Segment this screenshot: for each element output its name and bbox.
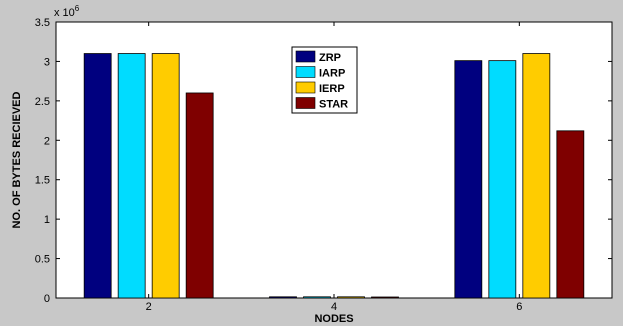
x-tick-label: 4	[331, 301, 337, 313]
bar-iarp-nodes-6	[488, 60, 517, 299]
bar-zrp-nodes-4	[269, 296, 297, 299]
legend-label-iarp: IARP	[319, 68, 345, 80]
bar-iarp-nodes-2	[117, 53, 146, 299]
legend-label-ierp: IERP	[319, 83, 345, 95]
bar-ierp-nodes-4	[337, 296, 365, 299]
y-multiplier-base: x 10	[54, 7, 75, 19]
x-axis-title: NODES	[314, 313, 353, 325]
y-tick-label: 0.5	[35, 254, 50, 266]
legend-label-star: STAR	[319, 99, 348, 111]
legend-swatch-iarp	[295, 66, 316, 78]
bar-zrp-nodes-2	[83, 53, 112, 299]
y-tick-label: 2	[44, 135, 50, 147]
bar-ierp-nodes-6	[522, 53, 551, 299]
y-tick-label: 0	[44, 293, 50, 305]
bar-iarp-nodes-4	[303, 296, 331, 299]
legend-swatch-zrp	[295, 50, 316, 63]
axes-layer: 2 4 6 0 0.5 1 1.5 2 2.5 3 3.5	[35, 17, 612, 313]
bar-star-nodes-2	[185, 92, 214, 299]
bars-layer	[83, 53, 585, 299]
y-multiplier-exponent: 6	[75, 4, 80, 13]
bar-zrp-nodes-6	[454, 60, 483, 299]
y-tick-label: 3	[44, 56, 50, 68]
x-tick-label: 6	[516, 301, 522, 313]
bar-ierp-nodes-2	[151, 53, 180, 299]
y-tick-label: 3.5	[35, 17, 50, 29]
y-axis-title: NO. OF BYTES RECIEVED	[11, 91, 23, 228]
x-tick-label: 2	[146, 301, 152, 313]
y-tick-label: 1	[44, 214, 50, 226]
y-tick-label: 2.5	[35, 96, 50, 108]
y-axis-multiplier: x 106	[54, 4, 80, 19]
bar-star-nodes-6	[556, 130, 585, 299]
legend-swatch-star	[295, 97, 316, 109]
legend: ZRP IARP IERP STAR	[291, 46, 358, 114]
y-tick-label: 1.5	[35, 175, 50, 187]
bar-star-nodes-4	[371, 296, 399, 299]
legend-label-zrp: ZRP	[319, 52, 341, 64]
legend-swatch-ierp	[295, 81, 316, 94]
